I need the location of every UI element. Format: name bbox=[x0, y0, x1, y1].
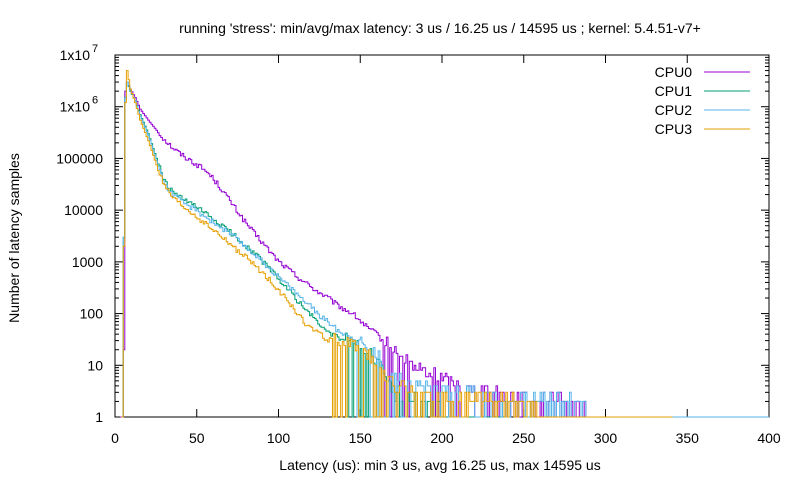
y-tick-label: 100000 bbox=[56, 150, 103, 166]
x-tick-label: 250 bbox=[512, 430, 536, 446]
y-tick-label: 1 bbox=[95, 409, 103, 425]
y-axis-label: Number of latency samples bbox=[6, 153, 22, 323]
y-tick-label: 1000 bbox=[72, 254, 103, 270]
x-tick-label: 150 bbox=[349, 430, 373, 446]
x-tick-label: 350 bbox=[676, 430, 700, 446]
legend-label-cpu1: CPU1 bbox=[655, 83, 693, 99]
y-tick-exponent: 7 bbox=[92, 43, 98, 55]
x-axis: 0 50 100 150 200 250 300 350 400 bbox=[111, 55, 781, 446]
x-tick-label: 50 bbox=[189, 430, 205, 446]
chart-title: running 'stress': min/avg/max latency: 3… bbox=[179, 20, 701, 36]
series-lines bbox=[119, 70, 769, 418]
x-tick-label: 100 bbox=[267, 430, 291, 446]
series-line-cpu1 bbox=[121, 81, 509, 418]
legend: CPU0 CPU1 CPU2 CPU3 bbox=[655, 64, 750, 137]
y-tick-exponent: 6 bbox=[92, 95, 98, 107]
legend-label-cpu2: CPU2 bbox=[655, 102, 693, 118]
x-tick-label: 400 bbox=[757, 430, 781, 446]
y-tick-label: 1x10 bbox=[60, 47, 91, 63]
x-tick-label: 200 bbox=[430, 430, 454, 446]
x-tick-label: 0 bbox=[111, 430, 119, 446]
series-line-cpu3 bbox=[121, 70, 673, 418]
y-tick-label: 100 bbox=[80, 306, 104, 322]
x-axis-label: Latency (us): min 3 us, avg 16.25 us, ma… bbox=[279, 457, 600, 473]
y-tick-label: 10 bbox=[87, 357, 103, 373]
y-tick-label: 1x10 bbox=[60, 99, 91, 115]
legend-label-cpu0: CPU0 bbox=[655, 64, 693, 80]
legend-label-cpu3: CPU3 bbox=[655, 121, 693, 137]
x-tick-label: 300 bbox=[594, 430, 618, 446]
y-tick-label: 10000 bbox=[64, 202, 103, 218]
